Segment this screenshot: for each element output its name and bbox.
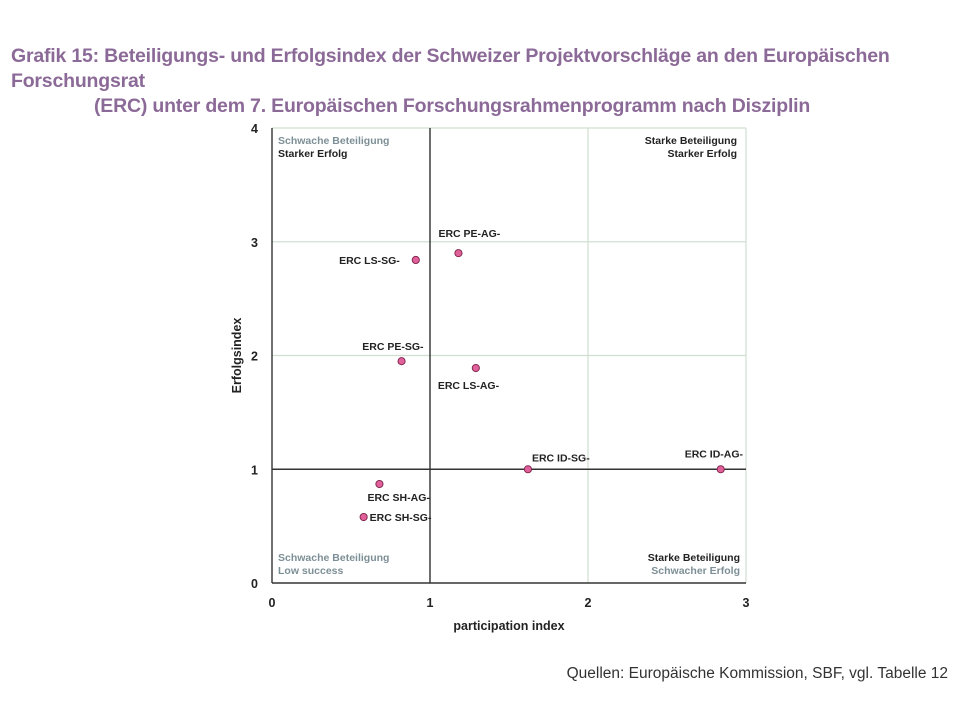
chart-title-line2: (ERC) unter dem 7. Europäischen Forschun… bbox=[94, 95, 811, 117]
data-point bbox=[411, 255, 420, 265]
quadrant-label-top-right: Starker Erfolg bbox=[668, 148, 737, 160]
grid-lines bbox=[272, 127, 747, 583]
data-point bbox=[454, 249, 463, 258]
data-point-label: ERC LS-SG- bbox=[339, 255, 400, 267]
x-tick-label: 0 bbox=[269, 596, 276, 610]
x-axis-label: participation index bbox=[453, 619, 564, 633]
quadrant-label-bottom-left: Low success bbox=[278, 565, 344, 577]
data-point-label: ERC ID-SG- bbox=[532, 452, 590, 464]
data-point bbox=[397, 357, 406, 366]
x-tick-label: 3 bbox=[743, 596, 750, 610]
data-point-label: ERC PE-AG- bbox=[438, 228, 500, 240]
y-tick-label: 0 bbox=[251, 577, 258, 591]
quadrant-label-bottom-right: Starke Beteiligung bbox=[648, 552, 740, 564]
quadrant-label-bottom-left: Schwache Beteiligung bbox=[278, 552, 389, 564]
quadrant-label-top-left: Starker Erfolg bbox=[278, 148, 347, 160]
chart-title: Grafik 15: Beteiligungs- und Erfolgsinde… bbox=[11, 44, 951, 119]
data-point bbox=[359, 512, 368, 522]
chart-title-line1: Grafik 15: Beteiligungs- und Erfolgsinde… bbox=[11, 45, 890, 92]
data-points: ERC PE-AG- ERC LS-SG- ERC PE-SG- ERC LS-AG-… bbox=[339, 228, 743, 524]
y-tick-label: 4 bbox=[251, 122, 258, 136]
quadrant-label-bottom-right: Schwacher Erfolg bbox=[651, 565, 740, 577]
quadrant-label-top-left: Schwache Beteiligung bbox=[278, 135, 389, 147]
x-tick-label: 1 bbox=[427, 596, 434, 610]
y-tick-label: 1 bbox=[251, 463, 258, 477]
data-point-label: ERC SH-SG- bbox=[370, 512, 432, 524]
y-tick-label: 2 bbox=[251, 350, 258, 364]
data-point-label: ERC PE-SG- bbox=[362, 341, 424, 353]
data-point-label: ERC LS-AG- bbox=[438, 380, 500, 392]
data-point bbox=[375, 479, 384, 489]
data-point-label: ERC SH-AG- bbox=[367, 492, 430, 504]
data-point-label: ERC ID-AG- bbox=[685, 448, 744, 460]
tick-labels: 0 1 2 3 0 1 2 3 4 bbox=[251, 122, 749, 610]
quadrant-label-top-right: Starke Beteiligung bbox=[645, 135, 737, 147]
data-point bbox=[716, 465, 725, 474]
x-tick-label: 2 bbox=[585, 596, 592, 610]
y-axis-label: Erfolgsindex bbox=[230, 318, 244, 394]
y-tick-label: 3 bbox=[251, 236, 258, 250]
plot-frame bbox=[271, 128, 746, 584]
data-point bbox=[523, 465, 533, 474]
source-note: Quellen: Europäische Kommission, SBF, vg… bbox=[566, 665, 948, 682]
data-point bbox=[471, 363, 480, 373]
